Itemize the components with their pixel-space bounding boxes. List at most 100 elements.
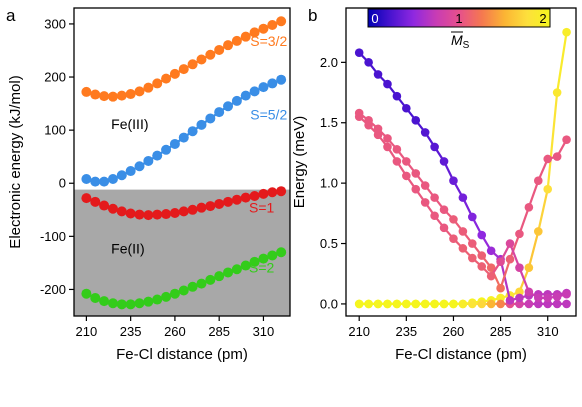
data-point — [402, 171, 411, 181]
data-point — [411, 184, 421, 194]
data-point — [354, 112, 364, 122]
data-point — [152, 78, 163, 89]
data-point — [533, 227, 543, 236]
data-point — [552, 88, 562, 97]
data-point — [81, 86, 92, 97]
data-point — [276, 247, 287, 258]
data-point — [373, 70, 383, 79]
series-label: S=2 — [249, 259, 275, 275]
data-point — [486, 246, 496, 256]
data-point — [276, 186, 287, 197]
y-tick-label: -100 — [40, 229, 66, 244]
data-point — [354, 299, 364, 309]
data-point — [99, 200, 110, 211]
data-point — [161, 209, 172, 220]
data-point — [383, 299, 392, 309]
data-point — [125, 299, 136, 310]
data-point — [515, 263, 524, 272]
level-line-5 — [354, 112, 571, 303]
data-point — [515, 299, 524, 309]
series-label: S=1 — [249, 199, 275, 215]
data-point — [364, 299, 373, 309]
data-point — [468, 212, 477, 222]
line-segment — [499, 258, 512, 289]
data-point — [411, 116, 421, 125]
x-tick-label: 260 — [164, 324, 186, 339]
data-point — [468, 299, 477, 309]
data-point — [383, 79, 392, 89]
data-point — [107, 173, 118, 184]
data-point — [125, 208, 136, 219]
x-tick-label: 285 — [490, 324, 512, 339]
data-point — [143, 155, 154, 166]
data-point — [496, 257, 505, 266]
data-point — [543, 184, 553, 194]
data-point — [214, 107, 225, 118]
data-point — [187, 59, 198, 70]
data-point — [392, 299, 402, 309]
panel-a-axes: 210 235 260 285 310 -200 -100 0 100 200 300 — [40, 7, 291, 339]
data-point — [125, 166, 136, 177]
data-point — [258, 253, 269, 264]
data-point — [533, 299, 543, 309]
data-point — [134, 209, 145, 220]
data-point — [134, 298, 145, 309]
data-point — [178, 64, 189, 75]
data-point — [477, 251, 487, 260]
data-point — [169, 207, 180, 218]
data-point — [187, 281, 198, 292]
data-point — [420, 299, 430, 309]
data-point — [477, 230, 487, 240]
data-point — [161, 144, 172, 155]
data-point — [468, 253, 477, 263]
data-point — [249, 190, 260, 201]
series-S=1 — [81, 186, 287, 221]
data-point — [249, 27, 260, 38]
x-tick-label: 235 — [395, 324, 417, 339]
panel-b-y-axis-label: Energy (meV) — [291, 116, 308, 209]
line-segment — [508, 243, 521, 269]
data-point — [496, 283, 505, 293]
data-point — [178, 285, 189, 296]
data-point — [543, 293, 553, 303]
colorbar-tick-2: 2 — [539, 11, 546, 26]
data-point — [81, 288, 92, 299]
data-point — [515, 229, 524, 239]
line-segment — [499, 258, 512, 301]
data-point — [231, 95, 242, 106]
data-point — [205, 113, 216, 124]
data-point — [552, 152, 562, 161]
fe2-region-label: Fe(II) — [111, 240, 144, 256]
colorbar: 0 1 2 MS — [367, 8, 551, 51]
line-segment — [527, 231, 540, 268]
data-point — [258, 82, 269, 93]
data-point — [134, 86, 145, 97]
panel-a-y-axis-label: Electronic energy (kJ/mol) — [7, 75, 24, 248]
data-point — [169, 288, 180, 299]
data-point — [205, 274, 216, 285]
fe3-region-label: Fe(III) — [111, 116, 148, 132]
panel-b-x-axis-label: Fe-Cl distance (pm) — [395, 346, 527, 363]
data-point — [152, 294, 163, 305]
data-point — [169, 68, 180, 79]
data-point — [449, 215, 458, 224]
panel-a: 210 235 260 285 310 -200 -100 0 100 200 300 a Fe-C… — [6, 6, 291, 363]
data-point — [562, 299, 571, 309]
series-S=5/2 — [81, 74, 287, 187]
series-label: S=3/2 — [250, 33, 287, 49]
x-tick-label: 310 — [253, 324, 275, 339]
data-point — [449, 176, 458, 186]
x-tick-label: 210 — [76, 324, 98, 339]
data-point — [81, 173, 92, 184]
data-point — [364, 58, 373, 67]
panel-a-series — [81, 16, 287, 310]
y-tick-label: 2.0 — [320, 55, 338, 70]
series-S=3/2 — [81, 16, 287, 102]
data-point — [143, 210, 154, 221]
data-point — [240, 31, 251, 42]
data-point — [214, 271, 225, 282]
data-point — [152, 150, 163, 161]
data-point — [267, 187, 278, 198]
